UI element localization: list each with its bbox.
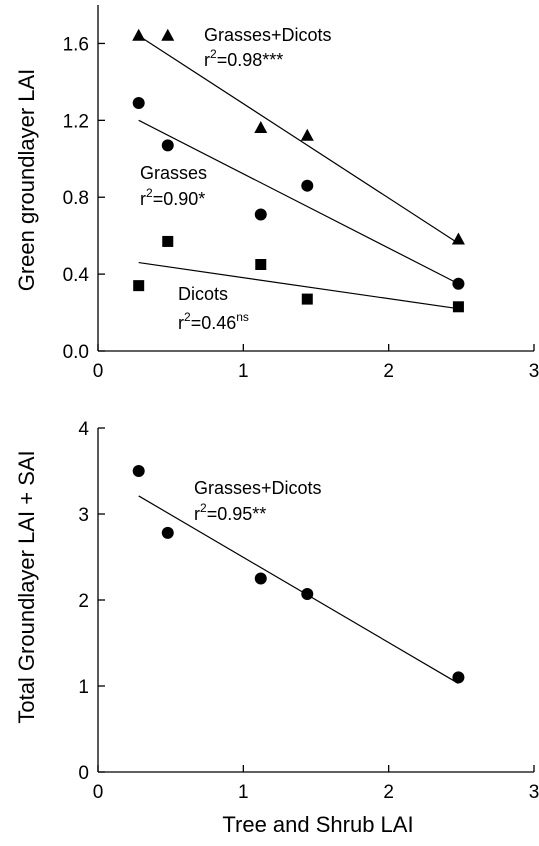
top-tick-labels: 0.0 0.4 0.8 1.2 1.6 0 1 2 3 [63,34,539,382]
ann-grasses-dicots-bottom: Grasses+Dicots [194,478,322,498]
circle-point [161,139,174,152]
bottom-data-points [132,465,465,684]
y-tick-label: 0.0 [63,342,89,363]
square-point [162,235,174,247]
y-tick-label: 1.6 [63,34,89,55]
top-fit-lines [138,35,459,310]
square-fit-line [138,261,459,310]
triangle-point [300,128,314,141]
circle-point [161,526,174,539]
r2-sup: ns [236,310,249,324]
circle-point [301,179,314,192]
circle-fit-line [138,119,459,285]
bottom-tick-labels: 0 1 2 3 4 0 1 2 3 [78,419,539,803]
r2-prefix: r [178,313,184,333]
bottom-axes [97,427,535,773]
y-tick-label: 0 [78,763,89,784]
circle-point [254,208,267,221]
square-point [255,259,267,270]
circle-point [452,277,465,290]
bottom-fit-lines [138,495,459,684]
circle-point [452,671,465,684]
bottom-panel: 0 1 2 3 4 0 1 2 3 Total Groundlayer LAI + SAI Tr… [14,419,539,837]
x-tick-label: 2 [383,782,394,803]
top-y-axis-label: Green groundlayer LAI [14,69,39,292]
ann-grasses: Grasses [140,163,207,183]
top-panel: 0.0 0.4 0.8 1.2 1.6 0 1 2 3 Green groundlayer LA… [14,5,539,382]
y-tick-label: 1 [78,677,89,698]
r2-exp: 2 [146,186,153,200]
triangle-fit-line [138,35,459,244]
r2-prefix: r [194,504,200,524]
bottom-x-axis-label: Tree and Shrub LAI [222,812,413,837]
r2-value: =0.90* [153,189,206,209]
y-tick-label: 4 [78,419,89,440]
square-point [301,293,313,305]
y-tick-label: 0.8 [63,188,89,209]
x-tick-label: 0 [93,782,104,803]
r2-prefix: r [140,189,146,209]
x-tick-label: 1 [238,782,249,803]
x-tick-label: 0 [93,361,104,382]
y-tick-label: 2 [78,591,89,612]
r2-value: =0.98*** [217,50,284,70]
circle-point [254,572,267,585]
bottom-y-axis-label: Total Groundlayer LAI + SAI [14,450,39,723]
triangle-point [254,121,268,134]
r2-exp: 2 [210,47,217,61]
circle-point [132,465,145,477]
r2-exp: 2 [184,310,191,324]
triangle-point [132,28,146,41]
circle-point [132,97,145,110]
x-tick-label: 2 [383,361,394,382]
ann-dicots-r2: r2=0.46ns [178,310,249,333]
r2-value: =0.46 [191,313,237,333]
y-tick-label: 3 [78,505,89,526]
ann-grasses-dicots-bottom-r2: r2=0.95** [194,501,266,524]
r2-value: =0.95** [207,504,267,524]
ann-grasses-dicots-top: Grasses+Dicots [204,25,332,45]
square-point [452,301,464,313]
ann-grasses-dicots-top-r2: r2=0.98*** [204,47,283,70]
circle-fit-line [138,495,459,684]
x-tick-label: 1 [238,361,249,382]
x-tick-label: 3 [529,361,539,382]
triangle-point [161,28,175,41]
ann-dicots: Dicots [178,284,228,304]
r2-exp: 2 [200,501,207,515]
ann-grasses-r2: r2=0.90* [140,186,205,209]
r2-prefix: r [204,50,210,70]
square-point [133,280,145,292]
y-tick-label: 1.2 [63,111,89,132]
circle-point [301,587,314,600]
top-data-points [132,28,465,313]
y-tick-label: 0.4 [63,265,90,286]
top-axes [97,5,535,352]
x-tick-label: 3 [529,782,539,803]
triangle-point [451,232,465,245]
